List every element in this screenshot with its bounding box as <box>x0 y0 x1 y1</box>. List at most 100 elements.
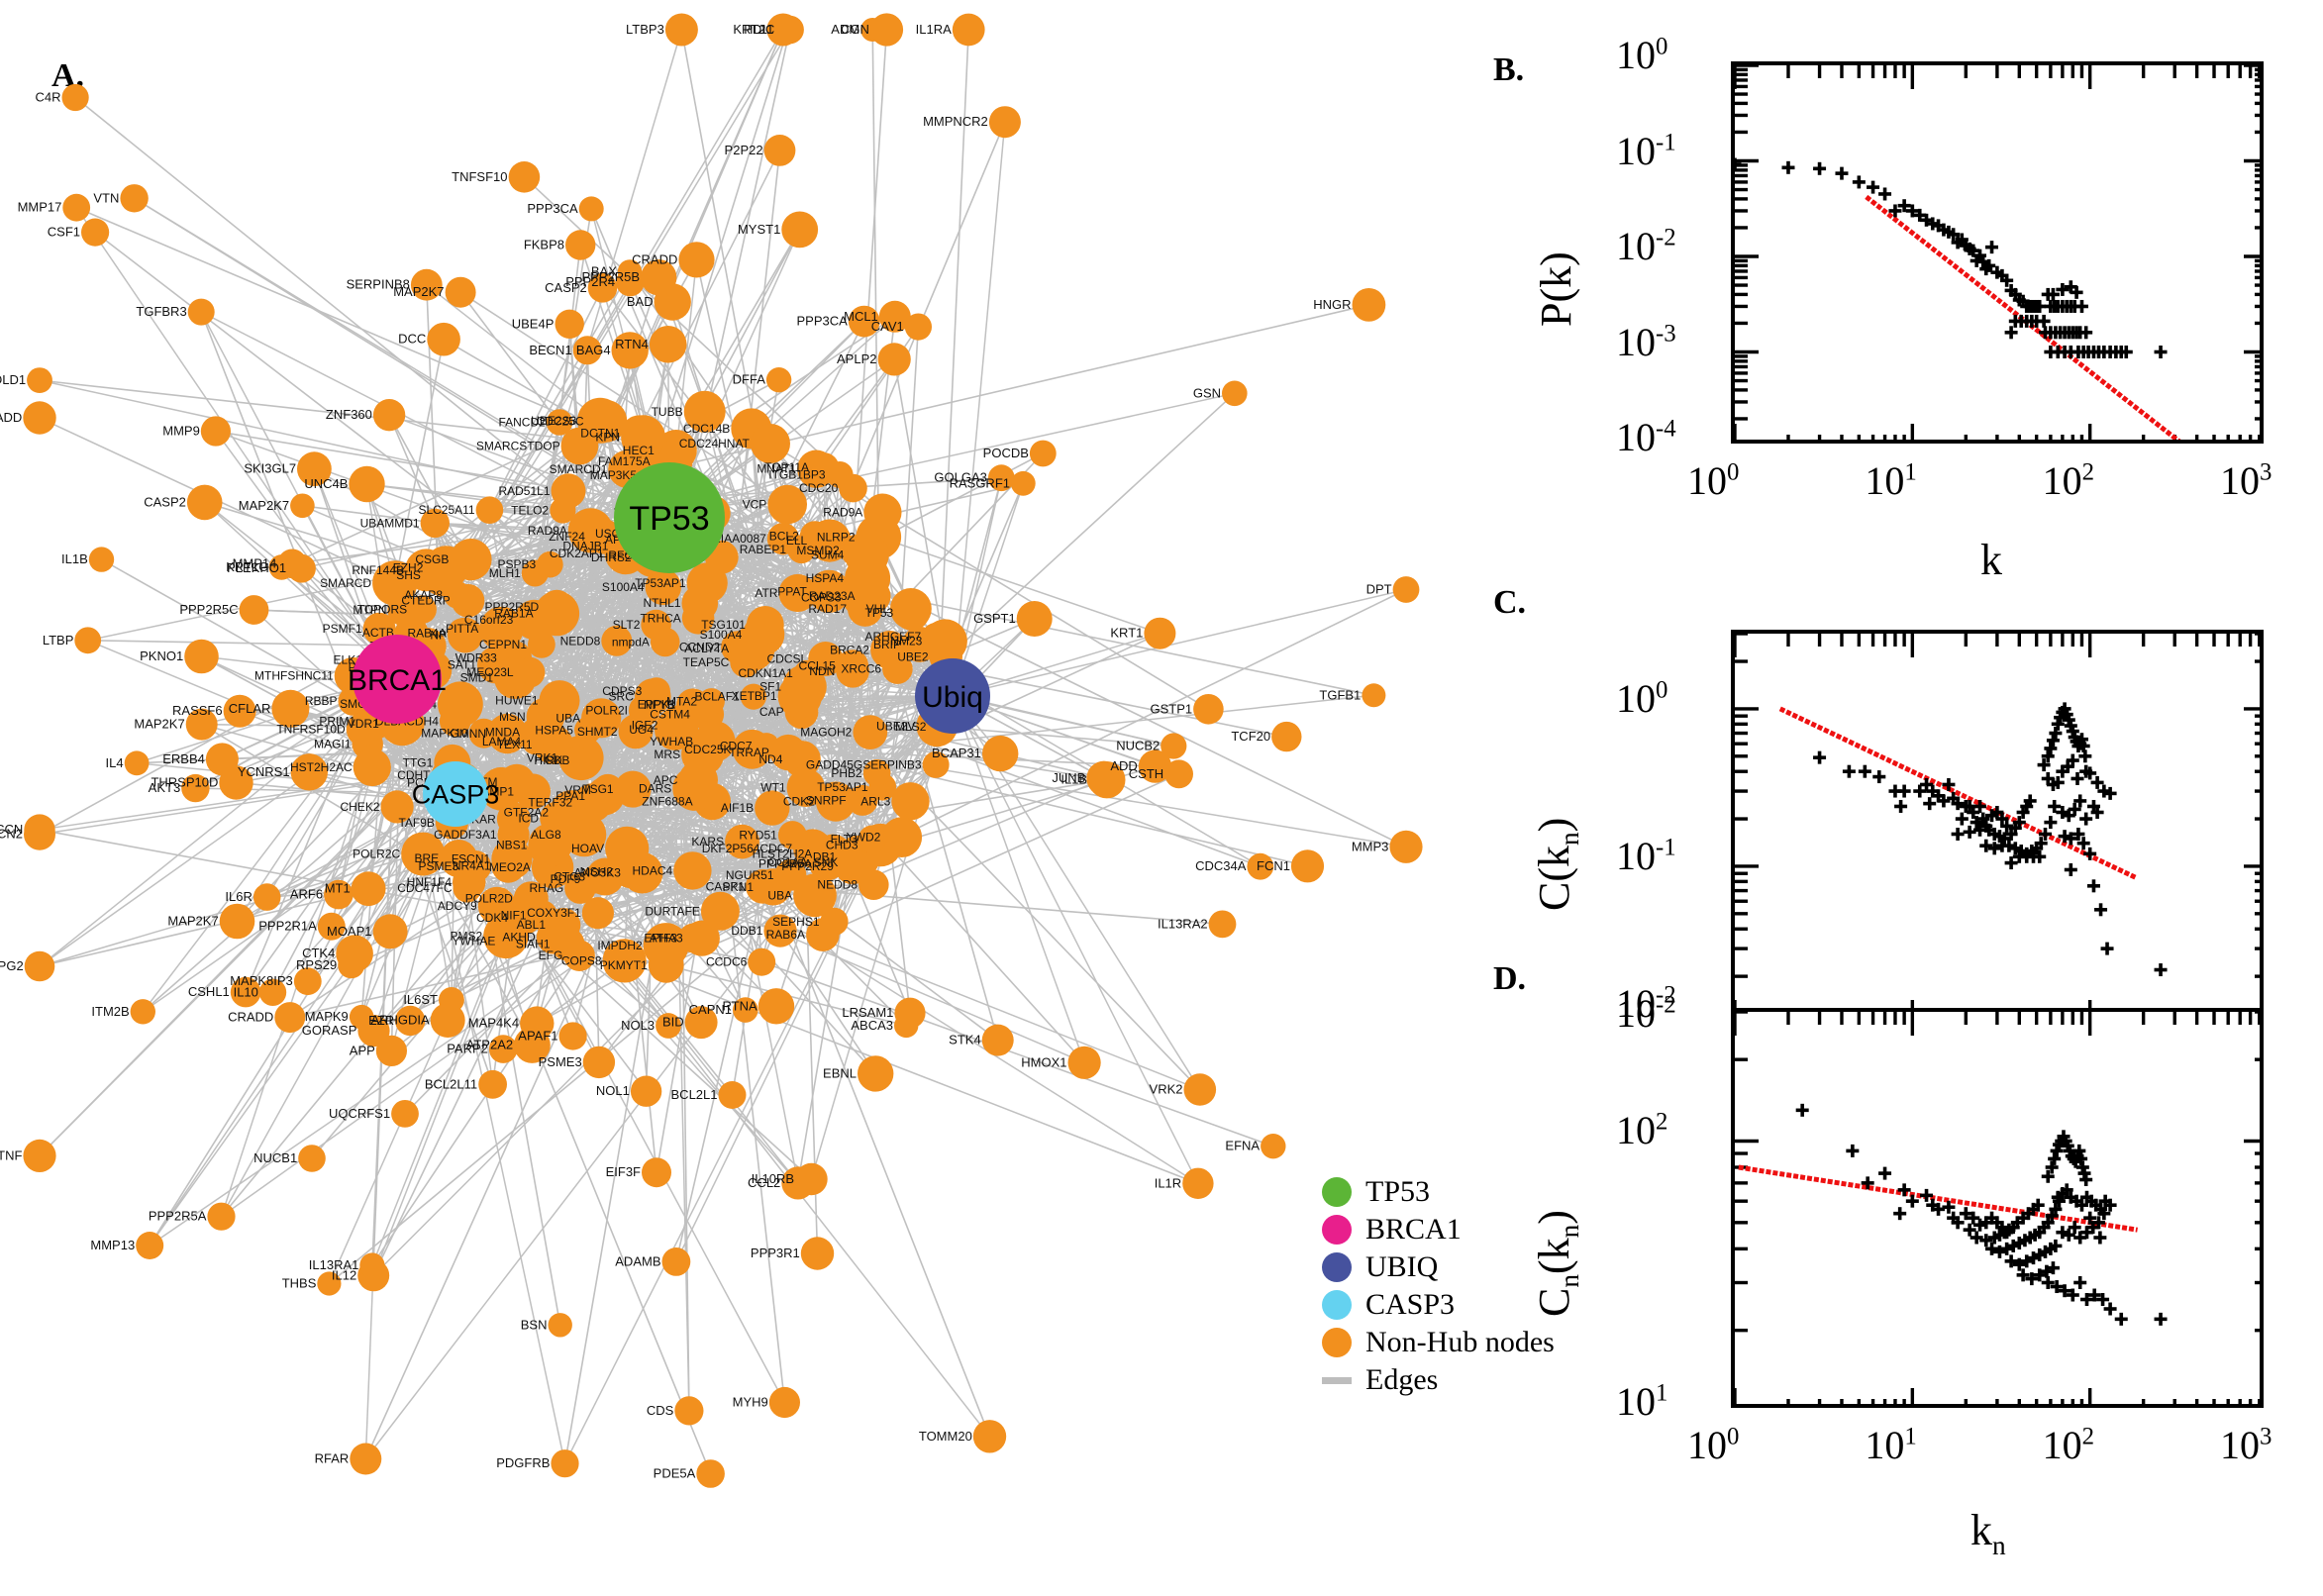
network-node[interactable] <box>1138 749 1172 783</box>
network-node[interactable] <box>617 259 643 284</box>
network-node[interactable] <box>834 848 871 885</box>
network-node[interactable] <box>847 784 878 816</box>
network-node[interactable] <box>496 802 531 837</box>
network-node[interactable] <box>136 1232 164 1259</box>
network-node[interactable] <box>1029 440 1057 467</box>
network-node[interactable] <box>375 1035 407 1066</box>
network-node[interactable] <box>479 606 524 651</box>
network-node[interactable] <box>1182 1167 1214 1200</box>
network-node[interactable] <box>673 851 712 890</box>
network-node[interactable] <box>902 626 938 662</box>
network-node[interactable] <box>767 484 807 525</box>
network-node[interactable] <box>862 759 891 787</box>
network-node[interactable] <box>922 750 950 778</box>
network-node[interactable] <box>74 627 102 654</box>
network-node[interactable] <box>451 583 485 618</box>
network-node[interactable] <box>848 591 883 627</box>
network-node[interactable] <box>130 999 155 1025</box>
network-node[interactable] <box>683 390 726 433</box>
network-node[interactable] <box>774 858 807 891</box>
network-node[interactable] <box>642 1157 671 1188</box>
network-node[interactable] <box>61 83 89 112</box>
network-node[interactable] <box>681 602 715 635</box>
network-node[interactable] <box>799 521 831 551</box>
network-node[interactable] <box>1183 1073 1217 1106</box>
hub-node-casp3[interactable] <box>423 761 488 827</box>
network-node[interactable] <box>186 484 223 521</box>
network-node[interactable] <box>219 903 255 940</box>
network-node[interactable] <box>447 618 478 648</box>
network-node[interactable] <box>351 871 386 907</box>
network-node[interactable] <box>287 553 316 583</box>
network-node[interactable] <box>678 242 715 278</box>
network-node[interactable] <box>317 1271 342 1296</box>
network-node[interactable] <box>645 568 681 606</box>
network-node[interactable] <box>350 1443 382 1475</box>
network-node[interactable] <box>698 688 725 715</box>
network-node[interactable] <box>1164 759 1193 789</box>
network-node[interactable] <box>353 748 391 787</box>
network-node[interactable] <box>468 718 499 748</box>
network-node[interactable] <box>120 184 149 213</box>
network-node[interactable] <box>558 1022 587 1050</box>
network-node[interactable] <box>988 106 1021 139</box>
network-node[interactable] <box>781 1166 815 1200</box>
network-node[interactable] <box>207 1202 236 1231</box>
network-node[interactable] <box>438 681 483 728</box>
network-node[interactable] <box>700 891 740 931</box>
network-node[interactable] <box>810 452 840 482</box>
network-node[interactable] <box>751 424 790 463</box>
network-node[interactable] <box>1010 470 1036 496</box>
network-node[interactable] <box>205 743 239 776</box>
network-node[interactable] <box>487 713 528 754</box>
network-node[interactable] <box>508 161 541 193</box>
network-node[interactable] <box>537 550 563 578</box>
network-node[interactable] <box>870 631 909 669</box>
network-node[interactable] <box>641 259 677 296</box>
network-node[interactable] <box>563 746 592 774</box>
network-node[interactable] <box>372 560 418 606</box>
network-node[interactable] <box>395 1005 426 1037</box>
network-node[interactable] <box>641 609 671 641</box>
network-node[interactable] <box>972 1420 1007 1453</box>
network-node[interactable] <box>23 1139 56 1172</box>
network-node[interactable] <box>185 708 218 741</box>
network-node[interactable] <box>1208 910 1237 939</box>
network-node[interactable] <box>478 1069 507 1099</box>
network-node[interactable] <box>445 276 476 308</box>
network-node[interactable] <box>551 1449 579 1478</box>
network-node[interactable] <box>725 824 759 859</box>
network-node[interactable] <box>586 857 625 896</box>
network-node[interactable] <box>748 948 776 976</box>
network-node[interactable] <box>293 967 322 996</box>
network-node[interactable] <box>1271 721 1302 752</box>
network-node[interactable] <box>678 760 718 800</box>
network-node[interactable] <box>618 714 654 749</box>
network-node[interactable] <box>528 823 572 867</box>
network-node[interactable] <box>578 196 604 222</box>
network-node[interactable] <box>746 606 784 644</box>
network-node[interactable] <box>696 1459 725 1488</box>
network-node[interactable] <box>661 1247 691 1276</box>
network-node[interactable] <box>430 1003 465 1038</box>
network-node[interactable] <box>786 768 826 807</box>
hub-node-brca1[interactable] <box>353 635 442 724</box>
network-node[interactable] <box>239 595 269 625</box>
network-node[interactable] <box>560 427 599 465</box>
network-node[interactable] <box>656 1013 681 1039</box>
network-node[interactable] <box>815 781 857 822</box>
network-node[interactable] <box>746 868 780 904</box>
network-node[interactable] <box>24 818 55 850</box>
network-node[interactable] <box>252 883 281 911</box>
network-node[interactable] <box>853 715 888 749</box>
network-node[interactable] <box>372 914 408 949</box>
network-node[interactable] <box>526 697 565 737</box>
network-node[interactable] <box>491 839 533 880</box>
network-node[interactable] <box>572 336 602 365</box>
network-node[interactable] <box>869 13 904 47</box>
network-node[interactable] <box>567 508 614 553</box>
network-node[interactable] <box>982 735 1019 772</box>
network-node[interactable] <box>774 17 801 43</box>
network-node[interactable] <box>635 678 671 715</box>
network-node[interactable] <box>420 508 450 539</box>
